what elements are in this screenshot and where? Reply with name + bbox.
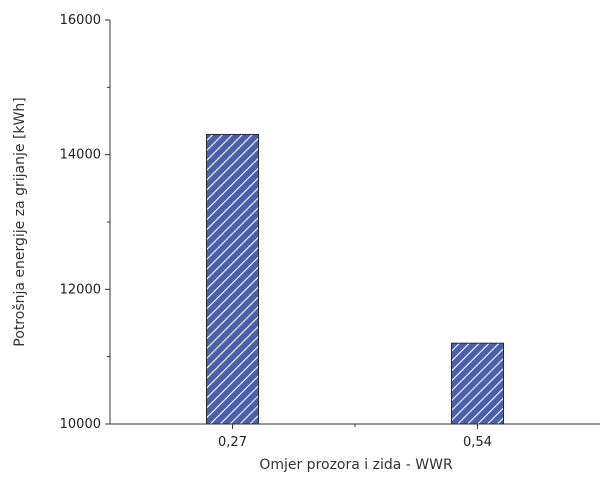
bar [451, 342, 504, 425]
bar [206, 133, 259, 425]
x-tick-label: 0,54 [463, 435, 492, 450]
y-axis-label: Potrošnja energije za grijanje [kWh] [12, 97, 28, 346]
bars [206, 133, 504, 425]
y-tick-label: 12000 [60, 282, 101, 297]
y-tick-label: 10000 [60, 417, 101, 432]
y-tick-label: 16000 [60, 13, 101, 28]
x-ticks: 0,27 0,54 [218, 424, 492, 450]
x-tick-label: 0,27 [218, 435, 247, 450]
y-tick-label: 14000 [60, 148, 101, 163]
x-axis-label: Omjer prozora i zida - WWR [259, 457, 453, 473]
y-ticks: 10000 12000 14000 16000 [60, 13, 110, 432]
